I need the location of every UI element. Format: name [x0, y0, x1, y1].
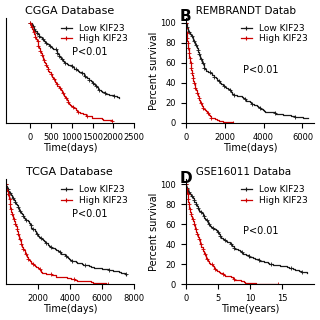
X-axis label: Time(years): Time(years) [221, 304, 279, 315]
Legend: Low KIF23, High KIF23: Low KIF23, High KIF23 [239, 22, 310, 45]
Legend: Low KIF23, High KIF23: Low KIF23, High KIF23 [59, 22, 130, 45]
Text: GSE16011 Databa: GSE16011 Databa [186, 167, 291, 177]
Y-axis label: Percent survival: Percent survival [149, 193, 159, 271]
X-axis label: Time(days): Time(days) [223, 143, 277, 153]
Title: TCGA Database: TCGA Database [27, 167, 113, 177]
Text: P<0.01: P<0.01 [72, 47, 108, 57]
Text: P<0.01: P<0.01 [244, 65, 279, 75]
Text: D: D [179, 171, 192, 186]
Y-axis label: Percent survival: Percent survival [149, 31, 159, 109]
Text: REMBRANDT Datab: REMBRANDT Datab [186, 5, 296, 16]
Text: B: B [179, 9, 191, 24]
Title: CGGA Database: CGGA Database [25, 5, 115, 16]
Text: P<0.01: P<0.01 [72, 209, 108, 219]
X-axis label: Time(days): Time(days) [43, 304, 97, 315]
Legend: Low KIF23, High KIF23: Low KIF23, High KIF23 [239, 184, 310, 207]
X-axis label: Time(days): Time(days) [43, 143, 97, 153]
Legend: Low KIF23, High KIF23: Low KIF23, High KIF23 [59, 184, 130, 207]
Text: P<0.01: P<0.01 [244, 227, 279, 236]
